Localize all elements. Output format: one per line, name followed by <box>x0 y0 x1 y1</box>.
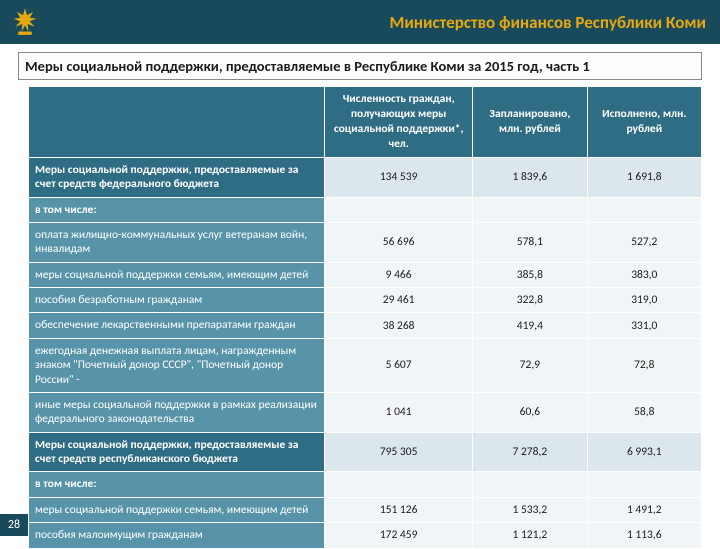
header-title: Министерство финансов Республики Коми <box>50 12 706 33</box>
table-row: в том числе: <box>29 472 702 497</box>
table-row: иные меры социальной поддержки в рамках … <box>29 392 702 432</box>
page-subtitle: Меры социальной поддержки, предоставляем… <box>18 52 702 80</box>
table-row: в том числе: <box>29 197 702 222</box>
table-row: Меры социальной поддержки, предоставляем… <box>29 157 702 197</box>
row-value: 1 491,2 <box>587 497 701 522</box>
row-label: Меры социальной поддержки, предоставляем… <box>29 432 325 472</box>
table-row: Меры социальной поддержки, предоставляем… <box>29 432 702 472</box>
table-row: ежегодная денежная выплата лицам, награж… <box>29 338 702 392</box>
row-value <box>325 472 473 497</box>
table-row: пособия малоимущим гражданам172 4591 121… <box>29 523 702 548</box>
table-header-executed: Исполнено, млн. рублей <box>587 87 701 158</box>
row-value: 172 459 <box>325 523 473 548</box>
row-value <box>325 197 473 222</box>
row-label: в том числе: <box>29 472 325 497</box>
table-header-count: Численность граждан, получающих меры соц… <box>325 87 473 158</box>
row-value: 58,8 <box>587 392 701 432</box>
row-value: 7 278,2 <box>473 432 587 472</box>
row-value: 6 993,1 <box>587 432 701 472</box>
support-table: Численность граждан, получающих меры соц… <box>28 86 702 549</box>
table-row: оплата жилищно-коммунальных услуг ветера… <box>29 222 702 262</box>
row-label: Меры социальной поддержки, предоставляем… <box>29 157 325 197</box>
row-value: 385,8 <box>473 262 587 287</box>
row-label: в том числе: <box>29 197 325 222</box>
row-label: меры социальной поддержки семьям, имеющи… <box>29 497 325 522</box>
table-row: обеспечение лекарственными препаратами г… <box>29 313 702 338</box>
row-value: 72,9 <box>473 338 587 392</box>
row-value <box>587 472 701 497</box>
table-header-row: Численность граждан, получающих меры соц… <box>29 87 702 158</box>
row-value: 383,0 <box>587 262 701 287</box>
row-value: 331,0 <box>587 313 701 338</box>
row-value: 9 466 <box>325 262 473 287</box>
row-value: 527,2 <box>587 222 701 262</box>
row-value: 1 533,2 <box>473 497 587 522</box>
table-header-planned: Запланировано, млн. рублей <box>473 87 587 158</box>
row-value: 795 305 <box>325 432 473 472</box>
row-value: 1 113,6 <box>587 523 701 548</box>
row-value: 5 607 <box>325 338 473 392</box>
row-value: 134 539 <box>325 157 473 197</box>
row-value: 1 041 <box>325 392 473 432</box>
row-value <box>587 197 701 222</box>
row-value: 72,8 <box>587 338 701 392</box>
row-value: 419,4 <box>473 313 587 338</box>
table-header-empty <box>29 87 325 158</box>
row-label: иные меры социальной поддержки в рамках … <box>29 392 325 432</box>
row-value <box>473 472 587 497</box>
table-row: меры социальной поддержки семьям, имеющи… <box>29 497 702 522</box>
row-value: 56 696 <box>325 222 473 262</box>
logo-eagle-icon <box>8 5 42 39</box>
header-bar: Министерство финансов Республики Коми <box>0 0 720 44</box>
row-value: 1 121,2 <box>473 523 587 548</box>
table-row: меры социальной поддержки семьям, имеющи… <box>29 262 702 287</box>
row-value: 29 461 <box>325 288 473 313</box>
row-label: меры социальной поддержки семьям, имеющи… <box>29 262 325 287</box>
page-number: 28 <box>0 514 28 536</box>
row-label: оплата жилищно-коммунальных услуг ветера… <box>29 222 325 262</box>
row-label: пособия безработным гражданам <box>29 288 325 313</box>
row-label: обеспечение лекарственными препаратами г… <box>29 313 325 338</box>
row-value: 1 839,6 <box>473 157 587 197</box>
row-value: 60,6 <box>473 392 587 432</box>
row-value: 319,0 <box>587 288 701 313</box>
row-value: 322,8 <box>473 288 587 313</box>
row-value: 578,1 <box>473 222 587 262</box>
row-value: 151 126 <box>325 497 473 522</box>
row-label: пособия малоимущим гражданам <box>29 523 325 548</box>
table-row: пособия безработным гражданам29 461322,8… <box>29 288 702 313</box>
row-label: ежегодная денежная выплата лицам, награж… <box>29 338 325 392</box>
row-value: 1 691,8 <box>587 157 701 197</box>
row-value <box>473 197 587 222</box>
row-value: 38 268 <box>325 313 473 338</box>
